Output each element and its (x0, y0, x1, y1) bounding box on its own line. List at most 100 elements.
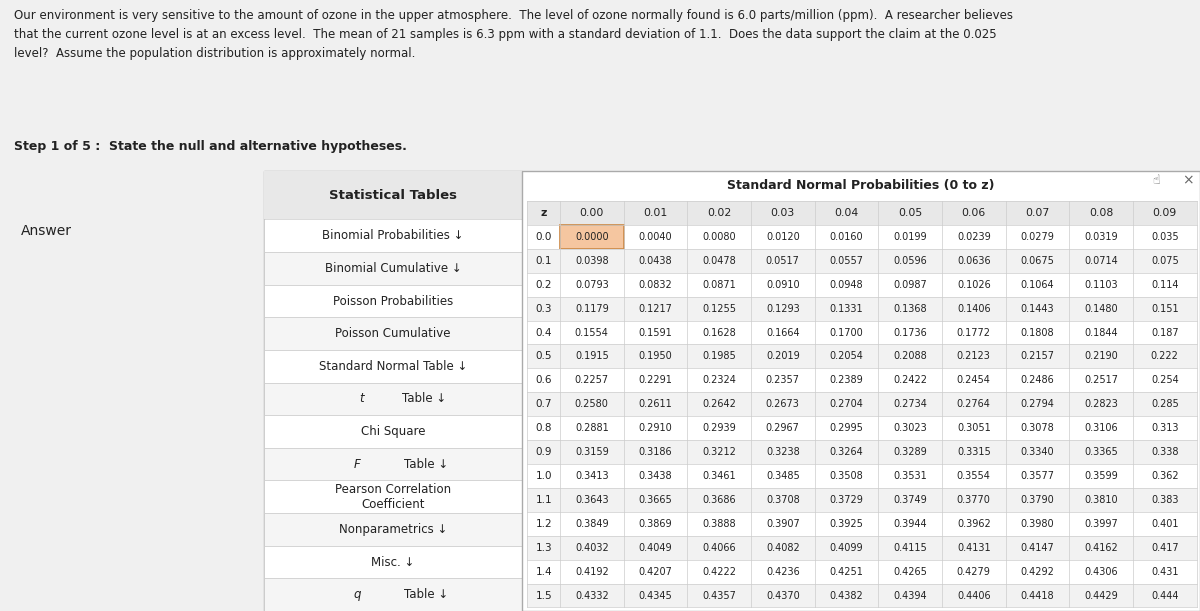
Text: 0.4131: 0.4131 (956, 543, 990, 553)
Text: 0.3729: 0.3729 (829, 495, 863, 505)
Text: 0.3962: 0.3962 (956, 519, 991, 529)
Text: 0.4265: 0.4265 (893, 566, 928, 577)
FancyBboxPatch shape (528, 225, 1196, 249)
FancyBboxPatch shape (264, 171, 522, 219)
Text: 0.417: 0.417 (1151, 543, 1178, 553)
FancyBboxPatch shape (528, 416, 1196, 440)
Text: 0.2454: 0.2454 (956, 375, 991, 386)
Text: 0.0596: 0.0596 (893, 256, 926, 266)
Text: 0.1915: 0.1915 (575, 351, 608, 362)
Text: 0.3340: 0.3340 (1021, 447, 1055, 457)
FancyBboxPatch shape (528, 536, 1196, 560)
Text: 0.3051: 0.3051 (956, 423, 991, 433)
Text: 0.0910: 0.0910 (766, 280, 799, 290)
Text: 0.2704: 0.2704 (829, 399, 863, 409)
Text: 0.0793: 0.0793 (575, 280, 608, 290)
Text: 0.0714: 0.0714 (1085, 256, 1118, 266)
Text: 0.4406: 0.4406 (956, 590, 990, 601)
Text: 0.2823: 0.2823 (1084, 399, 1118, 409)
Text: 0.2910: 0.2910 (638, 423, 672, 433)
Text: 0.0832: 0.0832 (638, 280, 672, 290)
Text: 0.3888: 0.3888 (702, 519, 736, 529)
Text: 0.151: 0.151 (1151, 304, 1178, 313)
Text: 0.6: 0.6 (535, 375, 552, 386)
Text: 0.2967: 0.2967 (766, 423, 799, 433)
Text: 0.0080: 0.0080 (702, 232, 736, 242)
Text: 0.3980: 0.3980 (1021, 519, 1055, 529)
Text: 0.1480: 0.1480 (1085, 304, 1118, 313)
Text: 0.3186: 0.3186 (638, 447, 672, 457)
Text: Statistical Tables: Statistical Tables (329, 189, 457, 202)
Text: 0.2486: 0.2486 (1020, 375, 1055, 386)
Text: 0.3289: 0.3289 (893, 447, 926, 457)
Text: 0.2123: 0.2123 (956, 351, 991, 362)
Text: 0.4370: 0.4370 (766, 590, 799, 601)
Text: Answer: Answer (22, 224, 72, 238)
Text: Poisson Probabilities: Poisson Probabilities (332, 295, 454, 307)
Text: Nonparametrics ↓: Nonparametrics ↓ (338, 523, 448, 536)
Text: 0.1331: 0.1331 (829, 304, 863, 313)
FancyBboxPatch shape (528, 440, 1196, 464)
Text: 0.114: 0.114 (1151, 280, 1178, 290)
Text: 1.1: 1.1 (535, 495, 552, 505)
Text: 0.3485: 0.3485 (766, 471, 799, 481)
Text: z: z (540, 208, 547, 218)
Text: 0.3599: 0.3599 (1085, 471, 1118, 481)
Text: 0.3315: 0.3315 (956, 447, 991, 457)
Text: 0.1844: 0.1844 (1085, 327, 1118, 337)
Text: 0.0040: 0.0040 (638, 232, 672, 242)
Text: 0.0517: 0.0517 (766, 256, 799, 266)
FancyBboxPatch shape (528, 368, 1196, 392)
Text: 0.4162: 0.4162 (1085, 543, 1118, 553)
FancyBboxPatch shape (264, 546, 522, 579)
FancyBboxPatch shape (264, 171, 522, 611)
FancyBboxPatch shape (560, 225, 624, 249)
Text: 0.222: 0.222 (1151, 351, 1178, 362)
Text: 0.187: 0.187 (1151, 327, 1178, 337)
Text: 0.4049: 0.4049 (638, 543, 672, 553)
Text: 0.1293: 0.1293 (766, 304, 799, 313)
Text: 0.2257: 0.2257 (575, 375, 608, 386)
Text: 0.09: 0.09 (1153, 208, 1177, 218)
Text: 0.431: 0.431 (1151, 566, 1178, 577)
Text: 0.06: 0.06 (961, 208, 986, 218)
Text: 0.0438: 0.0438 (638, 256, 672, 266)
Text: 0.0: 0.0 (535, 232, 552, 242)
Text: Table ↓: Table ↓ (404, 588, 449, 601)
Text: 0.3078: 0.3078 (1020, 423, 1055, 433)
Text: 0.4066: 0.4066 (702, 543, 736, 553)
Text: Pearson Correlation
Coefficient: Pearson Correlation Coefficient (335, 483, 451, 511)
Text: 0.8: 0.8 (535, 423, 552, 433)
FancyBboxPatch shape (264, 219, 522, 252)
Text: 0.2357: 0.2357 (766, 375, 799, 386)
Text: 0.2019: 0.2019 (766, 351, 799, 362)
FancyBboxPatch shape (264, 285, 522, 317)
Text: 0.0160: 0.0160 (829, 232, 863, 242)
Text: 0.4394: 0.4394 (893, 590, 926, 601)
Text: 0.3531: 0.3531 (893, 471, 926, 481)
Text: 0.4: 0.4 (535, 327, 552, 337)
Text: 0.2734: 0.2734 (893, 399, 928, 409)
Text: 0.035: 0.035 (1151, 232, 1178, 242)
Text: 0.0199: 0.0199 (893, 232, 926, 242)
Text: 0.01: 0.01 (643, 208, 667, 218)
Text: 0.3643: 0.3643 (575, 495, 608, 505)
Text: 0.4207: 0.4207 (638, 566, 672, 577)
Text: 0.00: 0.00 (580, 208, 604, 218)
Text: Poisson Cumulative: Poisson Cumulative (335, 327, 451, 340)
FancyBboxPatch shape (264, 415, 522, 448)
FancyBboxPatch shape (264, 448, 522, 480)
Text: 0.1808: 0.1808 (1021, 327, 1055, 337)
Text: 0.383: 0.383 (1151, 495, 1178, 505)
Text: Step 1 of 5 :  State the null and alternative hypotheses.: Step 1 of 5 : State the null and alterna… (14, 141, 407, 153)
Text: 0.08: 0.08 (1088, 208, 1114, 218)
Text: 0.3159: 0.3159 (575, 447, 608, 457)
Text: 1.5: 1.5 (535, 590, 552, 601)
Text: Binomial Cumulative ↓: Binomial Cumulative ↓ (325, 262, 461, 275)
Text: 0.1950: 0.1950 (638, 351, 672, 362)
Text: 0.04: 0.04 (834, 208, 858, 218)
FancyBboxPatch shape (264, 317, 522, 350)
Text: 0.0478: 0.0478 (702, 256, 736, 266)
Text: 0.3264: 0.3264 (829, 447, 863, 457)
Text: 0.03: 0.03 (770, 208, 794, 218)
